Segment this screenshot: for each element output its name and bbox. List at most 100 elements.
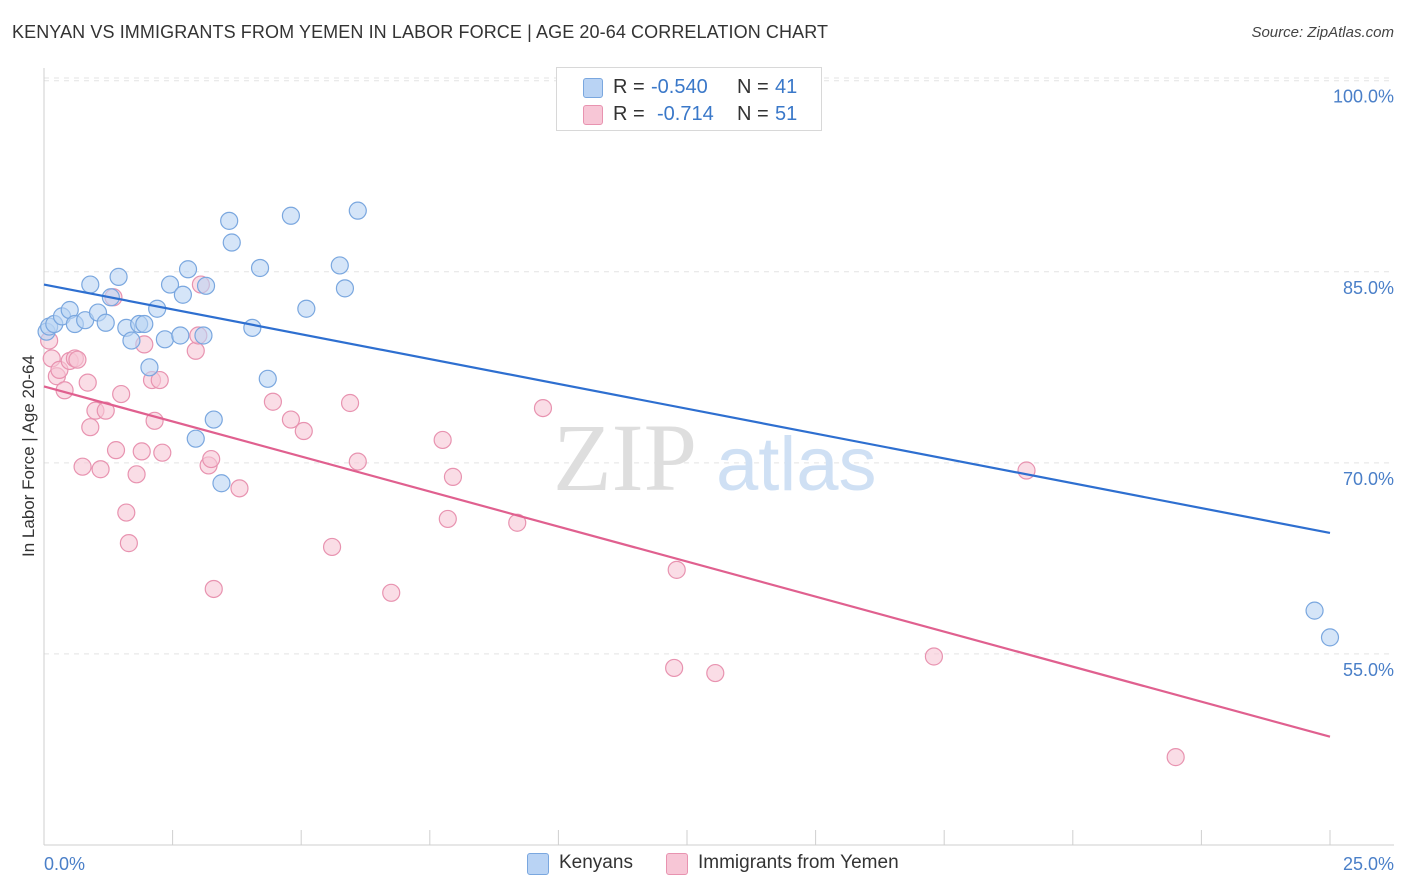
legend-r-value: -0.714 [657,103,714,125]
yemen-point [204,579,223,599]
kenyans-point [220,211,239,230]
chart-title: KENYAN VS IMMIGRANTS FROM YEMEN IN LABOR… [12,22,829,42]
kenyans-point [109,267,128,286]
legend-n-label: N = [737,76,769,98]
yemen-point [1166,748,1185,767]
kenyans-point [297,299,316,318]
bottom-legend-swatch-blue [527,853,549,875]
yemen-point [533,398,553,418]
kenyans-point [1305,601,1324,620]
yemen-point [145,411,164,430]
legend-n-label: N = [737,103,769,125]
yemen-point [91,460,110,479]
trend-line-kenyans [43,283,1331,535]
y-tick-label: 70.0% [1343,469,1394,489]
trend-line-yemen [43,385,1331,738]
kenyans-point [148,299,167,318]
kenyans-point [155,330,174,349]
bottom-legend-label: Immigrants from Yemen [698,852,899,873]
kenyans-point [243,318,262,337]
kenyans-point [173,285,192,304]
y-tick-label: 100.0% [1333,87,1394,107]
kenyans-point [258,369,277,388]
kenyans-point [186,429,205,448]
yemen-point [202,449,221,469]
source-label: Source: ZipAtlas.com [1251,24,1394,41]
yemen-point [263,392,283,411]
trend-lines [43,283,1331,738]
yemen-point [153,443,172,462]
yemen-point [112,384,131,404]
yemen-point [433,430,452,450]
x-tick-marks [43,830,1331,845]
yemen-point [443,467,463,486]
legend-n-value: 51 [775,103,798,125]
yemen-point [667,560,686,579]
yemen-point [106,441,126,460]
kenyans-point [222,233,241,252]
bottom-legend-swatch-pink [666,853,688,875]
kenyans-point [194,326,213,345]
yemen-point [150,370,169,390]
y-tick-label: 85.0% [1343,278,1394,298]
kenyans-point [178,260,198,279]
yemen-point [322,537,342,557]
yemen-point [230,479,249,498]
kenyans-point [160,275,180,294]
x-tick-label-max: 25.0% [1343,854,1394,874]
kenyans-point [335,279,355,298]
watermark-zip: ZIP [553,404,697,511]
y-tick-label: 55.0% [1343,660,1394,680]
legend-swatch-blue [583,78,603,98]
kenyans-point [96,313,115,332]
kenyans-point [330,256,349,275]
yemen-point [348,452,367,471]
series-yemen-points [40,275,1185,767]
correlation-legend: R = -0.540 N = 41 R = -0.714 N = 51 [556,67,822,131]
yemen-point [127,465,146,484]
y-axis-label: In Labor Force | Age 20-64 [19,355,38,557]
axes [43,68,1394,846]
watermark: ZIP atlas [553,404,877,511]
yemen-point [186,341,205,360]
kenyans-point [196,276,216,295]
kenyans-point [135,314,154,334]
yemen-point [665,658,684,678]
bottom-legend-label: Kenyans [559,852,633,873]
kenyans-point [250,258,270,278]
kenyans-point [212,474,231,493]
yemen-point [281,410,301,429]
kenyans-point [281,206,301,225]
legend-swatch-pink [583,105,603,125]
kenyans-point [140,358,159,377]
kenyans-point [171,326,190,345]
kenyans-point [348,201,367,220]
y-tick-labels: 100.0% 85.0% 70.0% 55.0% [1333,87,1394,680]
legend-r-label: R = [613,76,645,98]
yemen-point [924,647,944,666]
kenyans-point [1320,628,1340,647]
legend-n-value: 41 [775,76,798,98]
yemen-point [340,393,360,413]
yemen-point [68,350,87,369]
yemen-point [382,583,401,602]
kenyans-point [204,410,223,429]
series-kenyans-points [37,71,1340,647]
yemen-point [73,457,92,476]
yemen-point [117,503,136,522]
yemen-point [119,534,138,553]
legend-r-value: -0.540 [651,76,708,98]
yemen-point [294,421,313,441]
yemen-point [438,509,457,529]
x-tick-label-min: 0.0% [44,854,85,874]
legend-r-label: R = [613,103,645,125]
yemen-point [132,442,151,461]
kenyans-point [81,275,100,294]
gridlines [44,77,1394,655]
yemen-point [78,373,97,392]
watermark-atlas: atlas [716,422,877,507]
yemen-point [706,663,725,683]
yemen-point [81,418,100,437]
kenyans-point [122,331,141,350]
